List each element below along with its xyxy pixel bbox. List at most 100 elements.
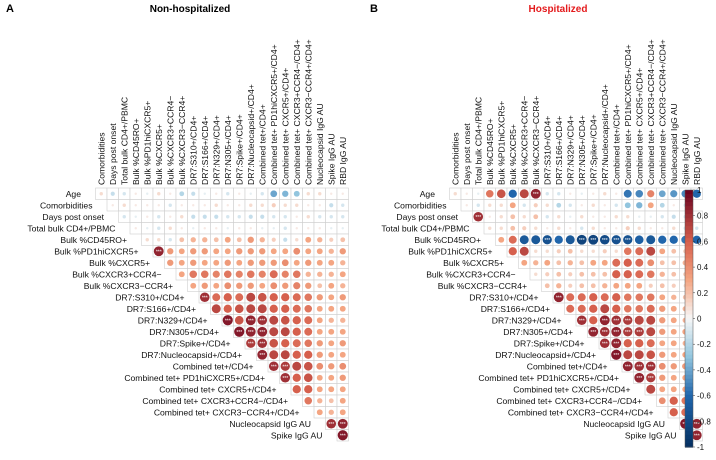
correlation-circle	[671, 283, 676, 288]
correlation-circle	[328, 374, 335, 381]
correlation-circle	[624, 202, 631, 209]
colorbar-tick-label: -0.8	[697, 417, 711, 426]
significance-mark: ***	[625, 364, 631, 370]
correlation-circle	[213, 259, 220, 266]
correlation-circle	[190, 282, 197, 289]
correlation-circle	[545, 249, 549, 253]
correlation-circle	[328, 386, 335, 393]
correlation-circle	[328, 340, 335, 347]
row-label: Combined tet+ CXCR5+/CD4+	[513, 384, 630, 394]
correlation-circle	[634, 327, 644, 337]
correlation-circle	[281, 293, 290, 302]
correlation-circle	[146, 204, 149, 207]
correlation-circle	[234, 326, 245, 337]
correlation-circle	[223, 270, 232, 279]
correlation-circle	[659, 202, 665, 208]
column-label: DR7:Nucleocapsid+/CD4+	[246, 84, 256, 185]
correlation-circle	[249, 203, 253, 207]
correlation-circle	[226, 204, 229, 207]
significance-mark: ***	[579, 238, 585, 244]
correlation-circle	[249, 192, 252, 195]
correlation-circle	[340, 317, 346, 323]
correlation-circle	[522, 203, 526, 207]
correlation-circle	[672, 226, 676, 230]
correlation-circle	[339, 271, 346, 278]
colorbar-segment	[685, 238, 693, 243]
significance-mark: ***	[648, 364, 654, 370]
correlation-circle	[569, 192, 572, 195]
significance-mark: ***	[694, 422, 700, 428]
column-label: DR7:Spike+/CD4+	[588, 114, 598, 185]
correlation-circle	[303, 373, 313, 383]
correlation-circle	[623, 350, 633, 360]
correlation-circle	[316, 386, 323, 393]
correlation-circle	[623, 258, 632, 267]
correlation-circle	[245, 315, 256, 326]
correlation-circle	[557, 226, 561, 230]
correlation-circle	[341, 203, 345, 207]
correlation-circle	[281, 339, 290, 348]
correlation-circle	[318, 204, 321, 207]
colorbar-segment	[685, 190, 693, 195]
correlation-circle	[589, 316, 598, 325]
significance-mark: ***	[328, 422, 334, 428]
correlation-circle	[245, 326, 256, 337]
colorbar-segment	[685, 370, 693, 376]
correlation-circle	[692, 235, 701, 244]
correlation-circle	[222, 315, 233, 326]
colorbar-segment	[685, 394, 693, 400]
correlation-circle	[226, 227, 229, 230]
correlation-circle	[168, 203, 172, 207]
correlation-circle	[519, 246, 529, 256]
correlation-circle	[328, 328, 335, 335]
correlation-circle	[599, 326, 610, 337]
correlation-circle	[623, 247, 632, 256]
colorbar-segment	[685, 414, 693, 420]
correlation-circle	[601, 259, 608, 266]
correlation-circle	[614, 203, 618, 207]
correlation-circle	[671, 294, 677, 300]
correlation-circle	[340, 260, 346, 266]
colorbar-segment	[685, 218, 693, 223]
significance-mark: ***	[236, 330, 242, 336]
correlation-circle	[602, 271, 608, 277]
correlation-circle	[509, 202, 516, 209]
significance-mark: ***	[156, 249, 162, 255]
correlation-circle	[660, 215, 664, 219]
correlation-circle	[612, 293, 621, 302]
colorbar-segment	[685, 242, 693, 247]
row-label: Days post onset	[42, 212, 104, 222]
significance-mark: ***	[613, 318, 619, 324]
correlation-circle	[212, 293, 221, 302]
correlation-circle	[257, 304, 267, 314]
correlation-circle	[600, 293, 609, 302]
correlation-circle	[611, 326, 622, 337]
correlation-circle	[545, 203, 549, 207]
correlation-circle	[556, 283, 562, 289]
correlation-circle	[304, 316, 313, 325]
correlation-circle	[341, 227, 344, 230]
correlation-circle	[191, 214, 196, 219]
correlation-circle	[544, 259, 551, 266]
row-label: Combined tet+ CXCR3−CCR4+/CD4+	[508, 407, 654, 417]
significance-mark: ***	[340, 433, 346, 439]
correlation-circle	[659, 260, 665, 266]
correlation-circle	[293, 190, 300, 197]
correlation-circle	[646, 373, 656, 383]
correlation-circle	[623, 270, 632, 279]
correlation-circle	[485, 189, 494, 198]
correlation-circle	[533, 203, 538, 208]
correlation-circle	[556, 202, 562, 208]
correlation-circle	[337, 430, 348, 441]
colorbar-segment	[685, 302, 693, 308]
significance-mark: ***	[636, 364, 642, 370]
correlation-circle	[247, 236, 254, 243]
correlation-circle	[316, 340, 323, 347]
correlation-circle	[623, 304, 632, 313]
correlation-circle	[271, 203, 276, 208]
row-label: Bulk %CXCR3+CCR4−	[426, 269, 515, 279]
row-label: Bulk %CXCR3−CCR4+	[438, 281, 527, 291]
correlation-circle	[269, 350, 279, 360]
correlation-circle	[260, 203, 264, 207]
correlation-circle	[213, 248, 220, 255]
